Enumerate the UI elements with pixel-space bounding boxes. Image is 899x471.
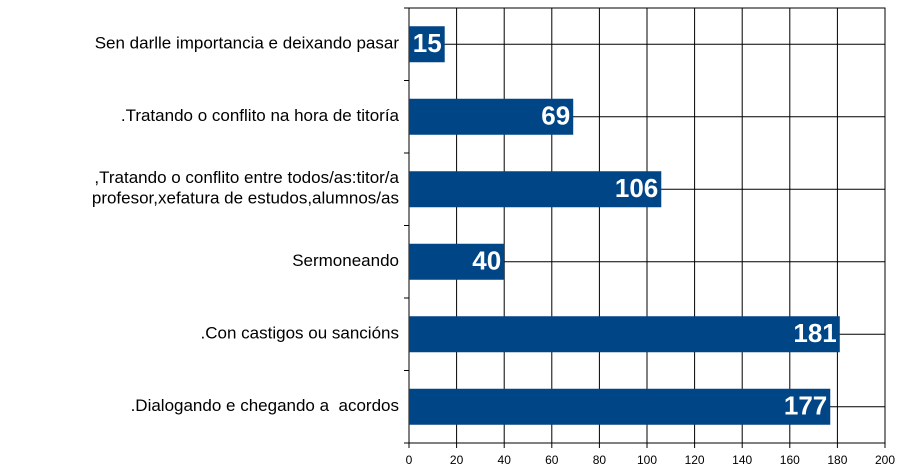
x-tick-label: 60 [545,453,559,467]
data-label: 177 [784,391,827,421]
plot-border [408,7,886,444]
x-tick-label: 20 [450,453,464,467]
x-tick-label: 120 [685,453,705,467]
x-tick-label: 200 [875,453,895,467]
category-label: ,Tratando o conflito entre todos/as:tito… [92,169,400,208]
category-label: Sermoneando [292,251,399,270]
category-label: Sen darlle importancia e deixando pasar [95,34,400,53]
category-label: .Tratando o conflito na hora de titoría [121,106,400,125]
x-tick-label: 160 [780,453,800,467]
data-label: 15 [413,28,442,58]
x-tick-label: 100 [637,453,657,467]
bar [409,316,840,353]
x-tick-label: 40 [498,453,512,467]
x-tick-label: 180 [827,453,847,467]
data-label: 181 [793,318,836,348]
bar [409,26,445,63]
x-tick-label: 140 [732,453,752,467]
category-label: .Con castigos ou sancións [201,324,399,343]
data-label: 40 [472,246,501,276]
bar [409,98,574,135]
bar [409,388,831,425]
x-tick-label: 0 [406,453,413,467]
bar [409,243,505,280]
data-label: 106 [615,173,658,203]
bar [409,171,662,208]
x-tick-label: 80 [593,453,607,467]
category-label: .Dialogando e chegando a acordos [131,396,399,415]
data-label: 69 [541,101,570,131]
